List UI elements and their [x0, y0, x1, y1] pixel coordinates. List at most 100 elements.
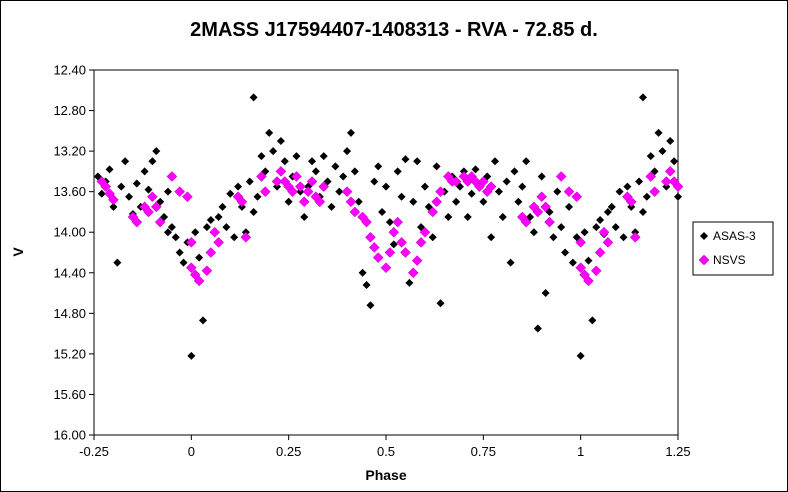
- x-tick-label: 1.25: [665, 444, 690, 459]
- point-nsvs: [392, 216, 404, 228]
- point-nsvs: [629, 231, 641, 243]
- point-nsvs: [205, 247, 217, 258]
- point-nsvs: [540, 201, 551, 213]
- point-nsvs: [602, 237, 614, 248]
- point-nsvs: [450, 176, 462, 187]
- y-tick-label: 15.60: [53, 387, 86, 402]
- point-nsvs: [520, 216, 532, 228]
- point-asas3: [568, 258, 577, 267]
- y-tick-label: 13.20: [53, 144, 86, 159]
- point-nsvs: [213, 237, 224, 248]
- point-asas3: [432, 162, 441, 171]
- point-nsvs: [384, 247, 396, 258]
- point-asas3: [97, 189, 106, 198]
- point-nsvs: [259, 186, 271, 198]
- y-tick-label: 13.60: [53, 184, 86, 199]
- point-asas3: [401, 155, 410, 164]
- point-asas3: [393, 167, 402, 176]
- point-asas3: [382, 182, 390, 191]
- point-nsvs: [302, 186, 314, 198]
- point-asas3: [491, 157, 500, 166]
- point-asas3: [409, 197, 418, 206]
- point-asas3: [389, 240, 398, 249]
- point-asas3: [222, 223, 231, 232]
- point-asas3: [230, 233, 239, 242]
- point-asas3: [284, 197, 293, 206]
- x-axis: -0.25 0 0.25 0.5 0.75 1 1.25: [79, 435, 691, 459]
- point-nsvs: [147, 191, 158, 203]
- point-asas3: [179, 258, 188, 267]
- point-nsvs: [575, 237, 587, 248]
- point-asas3: [163, 228, 172, 237]
- point-nsvs: [193, 275, 205, 287]
- point-nsvs: [294, 181, 306, 192]
- point-nsvs: [427, 206, 439, 218]
- point-nsvs: [583, 275, 594, 287]
- point-nsvs: [649, 186, 660, 198]
- point-asas3: [405, 278, 414, 287]
- point-nsvs: [150, 201, 162, 213]
- point-asas3: [479, 197, 488, 206]
- point-nsvs: [594, 247, 606, 258]
- point-asas3: [202, 223, 211, 232]
- legend-box: [692, 221, 774, 276]
- point-asas3: [674, 192, 682, 201]
- point-nsvs: [201, 265, 213, 277]
- point-asas3: [167, 223, 176, 232]
- point-asas3: [195, 253, 204, 262]
- point-asas3: [638, 207, 647, 216]
- point-asas3: [125, 192, 134, 201]
- x-tick-label: 0.75: [471, 444, 496, 459]
- point-asas3: [117, 182, 126, 191]
- point-nsvs: [174, 186, 186, 198]
- point-nsvs: [154, 216, 166, 228]
- point-asas3: [638, 93, 647, 102]
- point-nsvs: [415, 237, 427, 248]
- point-asas3: [163, 187, 172, 196]
- point-asas3: [642, 192, 651, 201]
- point-asas3: [253, 192, 262, 201]
- point-nsvs: [396, 237, 407, 248]
- point-asas3: [245, 177, 254, 186]
- point-nsvs: [341, 186, 353, 198]
- point-asas3: [206, 216, 215, 225]
- point-nsvs: [411, 255, 423, 266]
- point-asas3: [257, 152, 266, 161]
- point-asas3: [132, 179, 141, 188]
- point-asas3: [300, 213, 309, 222]
- point-asas3: [354, 197, 363, 206]
- point-nsvs: [291, 171, 302, 182]
- point-nsvs: [298, 196, 310, 208]
- point-nsvs: [166, 171, 178, 182]
- point-asas3: [658, 147, 667, 156]
- point-asas3: [358, 268, 367, 277]
- point-nsvs: [372, 252, 384, 263]
- point-asas3: [218, 202, 227, 211]
- point-asas3: [666, 136, 675, 145]
- point-asas3: [670, 157, 679, 166]
- point-nsvs: [287, 186, 298, 198]
- y-tick-label: 12.80: [53, 103, 86, 118]
- point-nsvs: [131, 216, 143, 228]
- point-asas3: [378, 207, 387, 216]
- point-asas3: [596, 216, 605, 225]
- point-asas3: [331, 162, 340, 171]
- point-nsvs: [345, 196, 357, 208]
- point-nsvs: [365, 231, 376, 243]
- point-asas3: [452, 197, 461, 206]
- point-nsvs: [271, 176, 283, 187]
- point-asas3: [374, 162, 383, 171]
- point-asas3: [635, 177, 644, 186]
- point-asas3: [249, 207, 258, 216]
- point-nsvs: [575, 262, 587, 274]
- point-nsvs: [380, 262, 392, 274]
- point-nsvs: [182, 191, 193, 203]
- point-nsvs: [563, 186, 575, 198]
- point-nsvs: [256, 171, 267, 182]
- point-nsvs: [645, 171, 657, 182]
- point-nsvs: [571, 191, 583, 203]
- point-asas3: [541, 289, 550, 298]
- point-nsvs: [185, 237, 197, 248]
- point-nsvs: [672, 181, 684, 192]
